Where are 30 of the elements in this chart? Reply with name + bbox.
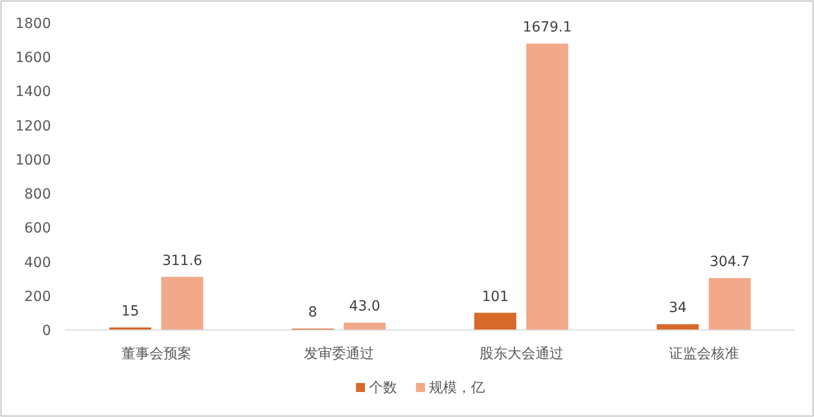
bar (526, 44, 568, 330)
data-label: 34 (668, 300, 687, 316)
y-tick-label: 0 (42, 323, 51, 339)
bar (656, 324, 699, 330)
legend-label: 个数 (369, 380, 397, 396)
y-tick-label: 1000 (15, 152, 51, 168)
x-tick-label: 证监会核准 (668, 346, 739, 362)
bar (161, 276, 204, 330)
x-tick-label: 董事会预案 (121, 345, 192, 362)
bar (708, 278, 751, 330)
y-tick-label: 400 (24, 254, 51, 271)
bar (344, 322, 386, 330)
data-label: 1679.1 (522, 20, 572, 36)
y-tick-label: 800 (24, 186, 51, 203)
y-tick-label: 1600 (15, 50, 51, 66)
data-label: 8 (308, 304, 318, 321)
data-label: 43.0 (349, 298, 380, 315)
y-tick-label: 1800 (15, 16, 51, 32)
x-tick-label: 股东大会通过 (479, 346, 564, 362)
data-label: 304.7 (710, 254, 750, 270)
y-tick-label: 1400 (15, 84, 51, 100)
data-label: 311.6 (162, 252, 202, 269)
bar (474, 312, 516, 330)
y-tick-label: 200 (24, 288, 51, 305)
data-label: 101 (482, 288, 509, 305)
legend-label: 规模，亿 (429, 380, 485, 396)
data-label: 15 (121, 303, 140, 320)
y-tick-label: 600 (24, 220, 51, 237)
y-tick-label: 1200 (15, 118, 51, 134)
x-tick-label: 发审委通过 (304, 346, 374, 362)
